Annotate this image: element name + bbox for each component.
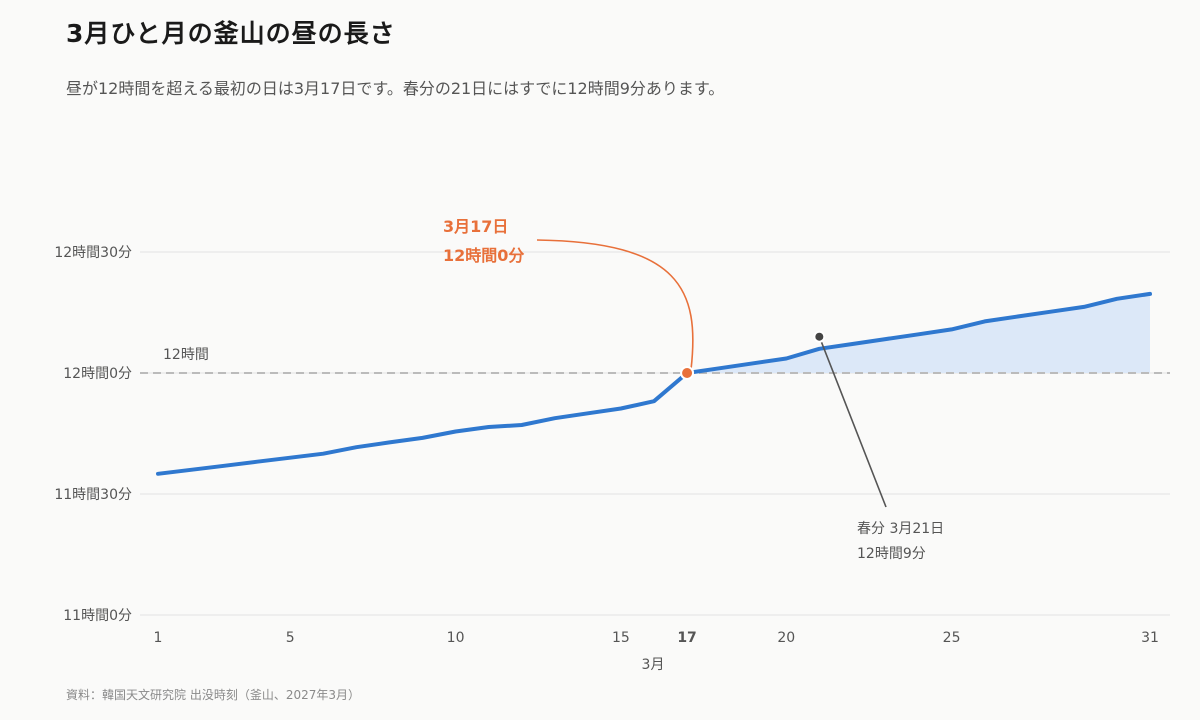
- x-tick-label: 20: [777, 630, 795, 646]
- y-tick-label: 11時間0分: [63, 608, 132, 624]
- y-tick-label: 12時間30分: [54, 245, 132, 261]
- chart-subtitle: 昼が12時間を超える最初の日は3月17日です。春分の21日にはすでに12時間9分…: [66, 79, 725, 98]
- y-tick-label: 12時間0分: [63, 366, 132, 382]
- source-note: 資料：韓国天文研究院 出没時刻（釜山、2027年3月）: [66, 688, 360, 702]
- x-tick-label: 10: [447, 630, 465, 646]
- annotation-mar17-date: 3月17日: [443, 217, 508, 236]
- grid-layer: [140, 251, 1170, 616]
- annotation-mar17-value: 12時間0分: [443, 246, 524, 265]
- x-tick-label: 1: [154, 630, 163, 646]
- x-tick-label-highlight: 17: [677, 630, 696, 646]
- annotation-leader-mar17: [536, 239, 694, 370]
- x-tick-label: 25: [943, 630, 961, 646]
- x-tick-label: 5: [286, 630, 295, 646]
- y-axis-ticks: 11時間0分 11時間30分 12時間0分 12時間30分: [54, 245, 132, 624]
- annotation-leader-equinox: [818, 336, 887, 508]
- point-mar17: [680, 366, 695, 380]
- y-tick-label: 11時間30分: [54, 487, 132, 503]
- reference-line-label: 12時間: [163, 347, 209, 363]
- chart-title: 3月ひと月の釜山の昼の長さ: [66, 19, 396, 48]
- x-tick-label: 31: [1141, 630, 1159, 646]
- x-axis-label: 3月: [642, 657, 665, 673]
- above-12h-area: [687, 293, 1150, 373]
- x-axis-ticks: 1 5 10 15 17 20 25 31: [154, 630, 1159, 646]
- annotation-equinox-date: 春分 3月21日: [857, 521, 944, 537]
- x-tick-label: 15: [612, 630, 630, 646]
- daylight-series-line: [156, 291, 1152, 476]
- annotation-equinox-value: 12時間9分: [857, 546, 926, 562]
- point-equinox: [813, 330, 826, 343]
